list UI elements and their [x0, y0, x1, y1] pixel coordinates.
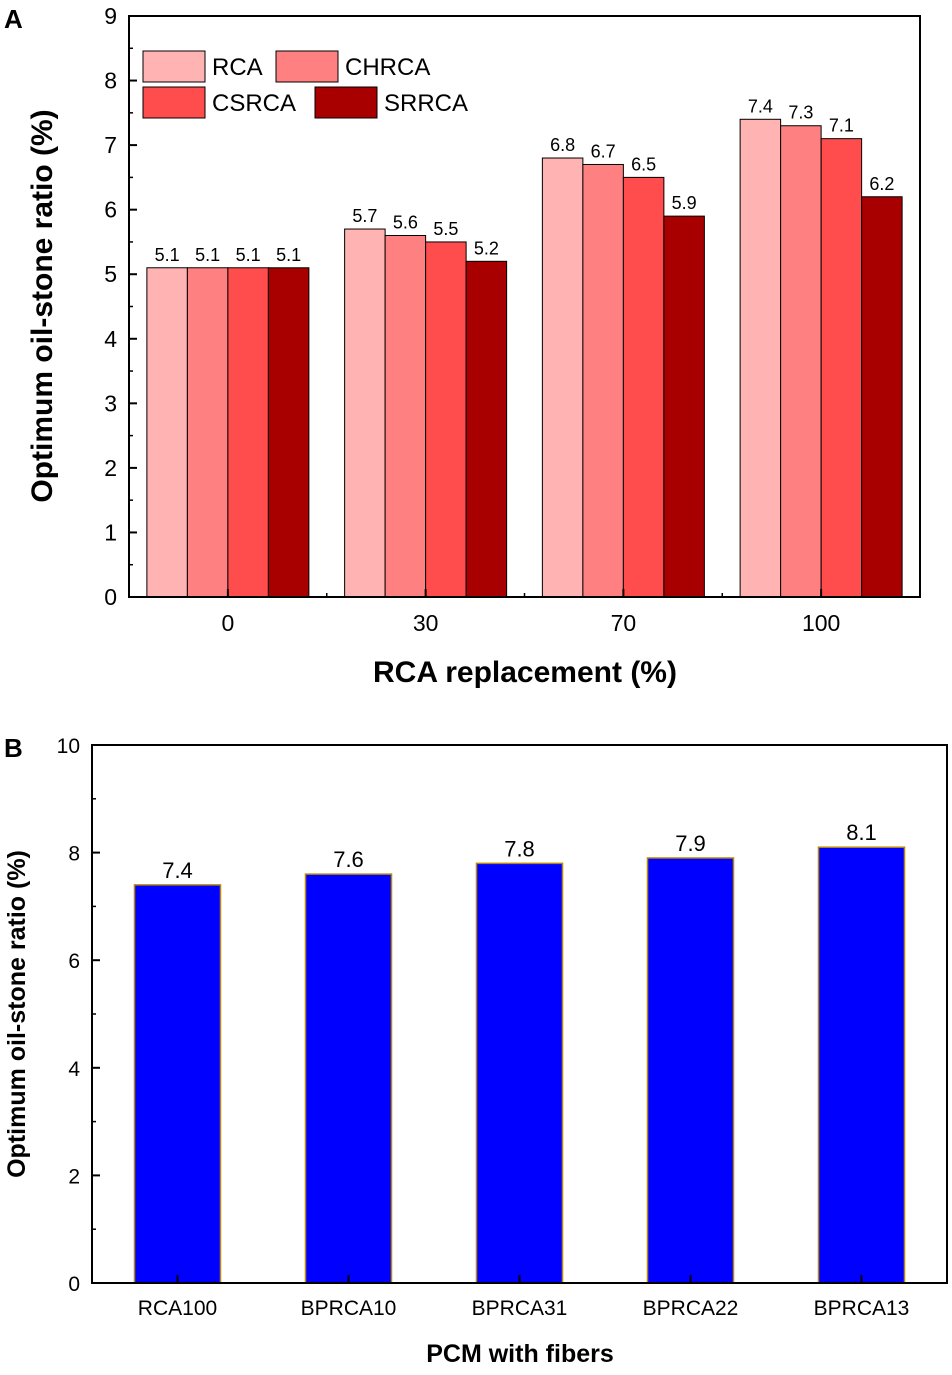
chart-a-data-label: 7.4: [748, 96, 773, 116]
chart-a-data-label: 5.1: [155, 245, 180, 265]
chart-a-data-label: 6.2: [869, 174, 894, 194]
chart-a-x-tick-label: 0: [221, 610, 234, 636]
chart-a-data-label: 5.1: [236, 245, 261, 265]
chart-b-x-tick-label: BPRCA13: [814, 1297, 910, 1320]
chart-b-data-label: 8.1: [846, 820, 877, 845]
chart-b-y-tick-label: 0: [68, 1273, 80, 1296]
legend-swatch-srrca: [314, 86, 378, 119]
chart-b-x-tick-label: BPRCA10: [301, 1297, 397, 1320]
chart-a-data-label: 5.7: [352, 206, 377, 226]
chart-b-y-tick-label: 6: [68, 950, 80, 973]
chart-a-y-tick-label: 3: [104, 390, 117, 416]
chart-a-data-label: 6.8: [550, 135, 575, 155]
chart-a-bar: [663, 215, 705, 598]
chart-b-y-tick-label: 10: [57, 735, 80, 758]
chart-b-data-label: 7.9: [675, 831, 706, 856]
chart-a-bar: [861, 196, 903, 598]
chart-a-y-axis-title: Optimum oil-stone ratio (%): [26, 109, 59, 502]
chart-a-bar: [622, 176, 665, 598]
chart-a-bar: [820, 138, 863, 598]
chart-b-x-tick-label: BPRCA22: [643, 1297, 739, 1320]
legend-label-rca: RCA: [212, 54, 263, 81]
legend-swatch-chrca: [275, 50, 339, 83]
chart-a-data-label: 5.6: [393, 212, 418, 232]
chart-b-bar: [475, 862, 564, 1284]
chart-a-data-label: 7.3: [788, 103, 813, 123]
legend-label-chrca: CHRCA: [345, 54, 430, 81]
chart-a-y-tick-label: 4: [104, 326, 117, 352]
chart-a-y-tick-label: 0: [104, 584, 117, 610]
chart-b-y-tick-label: 8: [68, 843, 80, 866]
chart-a-y-tick-label: 1: [104, 519, 117, 545]
chart-a-x-tick-label: 30: [413, 610, 439, 636]
chart-b: 7.4 7.6 7.8 7.9 8.1 0 2 4 6 8 10 RCA100 BPRCA10 BPR…: [3, 735, 948, 1368]
chart-a-data-label: 7.1: [829, 116, 854, 136]
chart-b-y-axis-title: Optimum oil-stone ratio (%): [3, 850, 31, 1178]
chart-a-bar: [541, 157, 584, 598]
legend-swatch-csrca: [142, 86, 206, 119]
chart-a-y-tick-label: 8: [104, 68, 117, 94]
chart-a-legend: RCA CHRCA CSRCA SRRCA: [142, 50, 468, 119]
chart-a-x-axis-title: RCA replacement (%): [373, 656, 677, 689]
chart-b-x-tick-label: RCA100: [138, 1297, 217, 1320]
chart-a-x-tick-label: 100: [802, 610, 840, 636]
chart-a-data-label: 5.1: [195, 245, 220, 265]
legend-label-srrca: SRRCA: [384, 90, 468, 117]
chart-a: 5.1 5.7 6.8 7.4 5.1 5.6 6.7 7.3 5.1 5.5 6.5 7.1 5.1 5…: [26, 3, 921, 689]
chart-a-y-tick-label: 2: [104, 455, 117, 481]
chart-a-bar: [146, 267, 188, 598]
chart-a-bar: [780, 125, 822, 598]
chart-a-bar: [425, 241, 467, 598]
chart-a-y-tick-label: 7: [104, 132, 117, 158]
chart-a-bar: [465, 260, 508, 598]
chart-b-bar: [304, 873, 393, 1284]
chart-a-bar: [739, 118, 782, 598]
chart-a-data-label: 5.2: [474, 238, 499, 258]
chart-b-y-tick-label: 2: [68, 1165, 80, 1188]
chart-a-data-label: 6.5: [631, 154, 656, 174]
chart-b-x-axis-title: PCM with fibers: [426, 1340, 614, 1368]
chart-b-data-label: 7.4: [162, 858, 193, 883]
chart-a-bar: [267, 267, 310, 598]
chart-b-y-tick-label: 4: [68, 1058, 80, 1081]
legend-label-csrca: CSRCA: [212, 90, 296, 117]
chart-b-data-label: 7.6: [333, 847, 364, 872]
chart-a-y-tick-label: 6: [104, 197, 117, 223]
panel-label-b: B: [4, 733, 23, 763]
chart-a-x-tick-label: 70: [611, 610, 637, 636]
chart-b-bar: [133, 884, 222, 1284]
chart-a-bar: [186, 267, 229, 598]
chart-a-data-label: 5.5: [433, 219, 458, 239]
chart-a-y-tick-label: 9: [104, 3, 117, 29]
chart-b-data-label: 7.8: [504, 836, 535, 861]
chart-a-data-label: 5.1: [276, 245, 301, 265]
chart-a-bar: [344, 228, 386, 598]
panel-label-a: A: [4, 4, 23, 34]
chart-a-y-tick-label: 5: [104, 261, 117, 287]
legend-swatch-rca: [142, 50, 206, 83]
chart-a-bar: [384, 234, 427, 598]
chart-a-data-label: 6.7: [591, 141, 616, 161]
chart-b-x-tick-label: BPRCA31: [472, 1297, 568, 1320]
chart-a-data-label: 5.9: [672, 193, 697, 213]
chart-a-bar: [582, 163, 624, 598]
chart-b-bar: [817, 846, 906, 1284]
chart-b-bar: [646, 857, 735, 1284]
chart-a-bar: [227, 267, 269, 598]
